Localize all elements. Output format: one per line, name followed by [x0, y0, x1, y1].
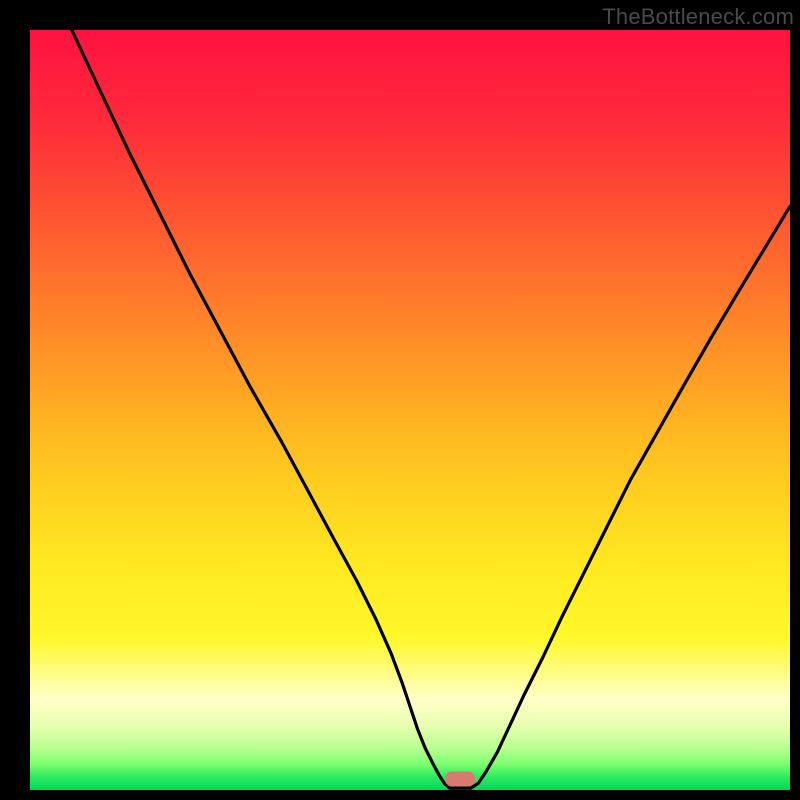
- bottleneck-curve: [72, 30, 790, 788]
- optimal-point-marker: [445, 771, 475, 786]
- bottleneck-curve-svg: [30, 30, 790, 790]
- plot-area: [30, 30, 790, 790]
- figure-root: TheBottleneck.com: [0, 0, 800, 800]
- source-credit: TheBottleneck.com: [602, 4, 794, 30]
